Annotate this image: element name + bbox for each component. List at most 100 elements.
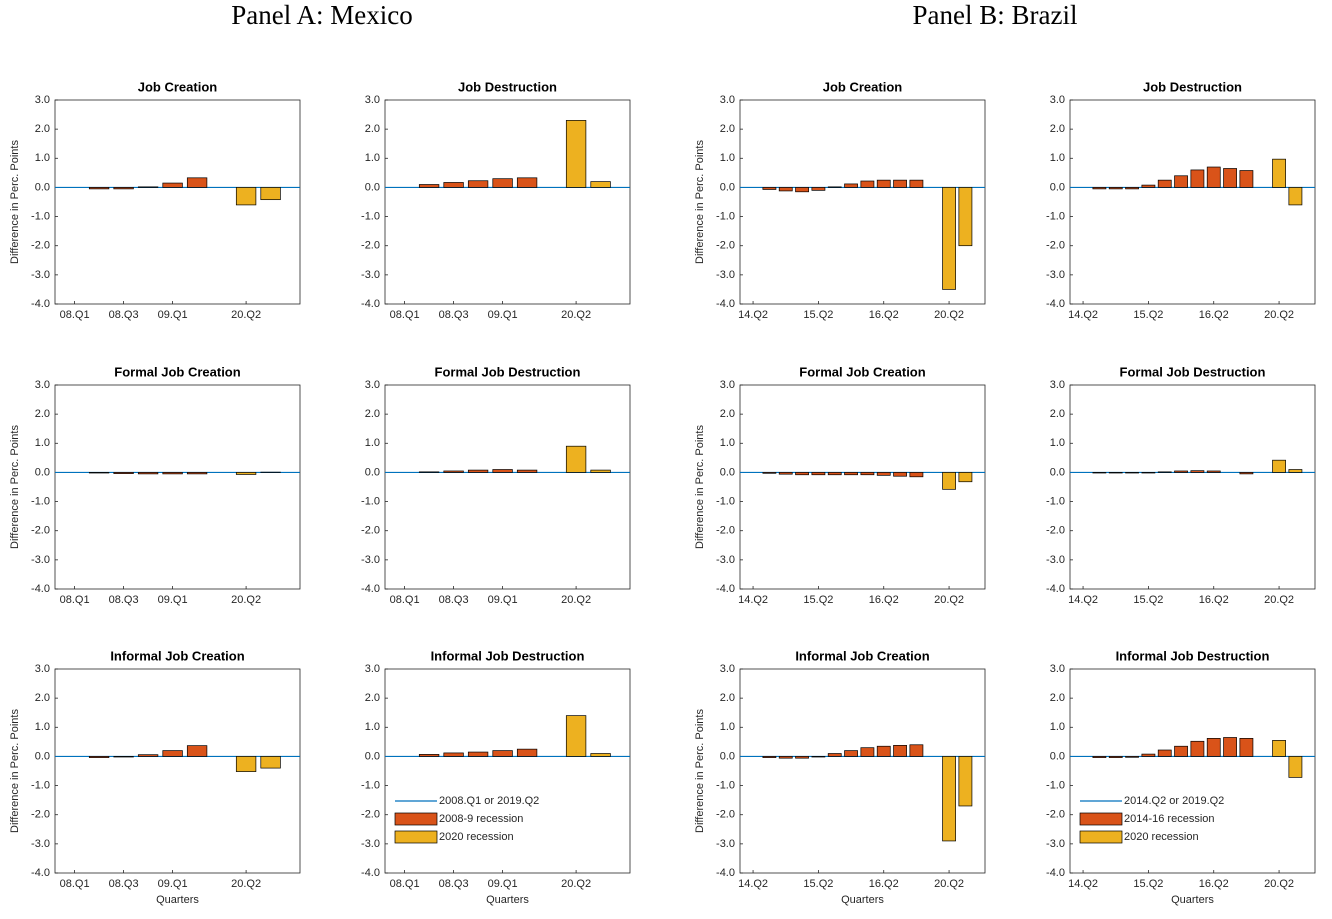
y-tick-label: 3.0 — [720, 94, 735, 106]
bar — [1206, 166, 1221, 188]
y-tick-label: 1.0 — [1050, 152, 1065, 164]
x-tick-label: 20.Q2 — [934, 309, 964, 321]
y-tick-label: -3.0 — [1046, 554, 1065, 566]
x-axis-label: Quarters — [486, 894, 529, 906]
bar — [418, 184, 440, 188]
x-tick-label: 16.Q2 — [1199, 878, 1229, 890]
y-tick-label: 1.0 — [720, 437, 735, 449]
y-tick-label: -4.0 — [1046, 867, 1065, 879]
x-tick-label: 14.Q2 — [738, 878, 768, 890]
y-axis-label: Difference in Perc. Points — [694, 425, 706, 549]
bar — [1223, 737, 1237, 757]
legend-swatch — [394, 812, 438, 826]
x-tick-label: 14.Q2 — [738, 594, 768, 606]
x-tick-label: 08.Q1 — [60, 594, 90, 606]
x-tick-label: 16.Q2 — [869, 309, 899, 321]
bar — [762, 472, 777, 474]
y-tick-label: -2.0 — [361, 809, 380, 821]
bar — [795, 756, 809, 759]
bar — [565, 120, 587, 188]
bar — [260, 187, 281, 201]
bar — [893, 745, 907, 757]
y-tick-label: 2.0 — [35, 692, 50, 704]
bar — [1239, 738, 1254, 757]
bar — [516, 469, 538, 473]
bar — [1157, 179, 1172, 188]
y-axis-label: Difference in Perc. Points — [694, 140, 706, 264]
y-tick-label: 1.0 — [35, 437, 50, 449]
bar — [1239, 472, 1254, 475]
y-axis-label: Difference in Perc. Points — [9, 140, 21, 264]
x-tick-label: 08.Q1 — [60, 878, 90, 890]
y-tick-label: 1.0 — [365, 437, 380, 449]
y-tick-label: 0.0 — [365, 466, 380, 478]
bar — [1206, 738, 1221, 757]
bar — [844, 750, 858, 757]
y-tick-label: -4.0 — [361, 298, 380, 310]
bar — [1125, 187, 1139, 190]
y-tick-label: -2.0 — [361, 525, 380, 537]
y-tick-label: 0.0 — [1050, 181, 1065, 193]
bar — [418, 471, 440, 473]
bar — [1272, 740, 1286, 757]
y-tick-label: -4.0 — [1046, 298, 1065, 310]
bar — [1174, 470, 1188, 473]
y-tick-label: -1.0 — [1046, 495, 1065, 507]
chart-title: Formal Job Creation — [114, 364, 240, 379]
bar — [235, 472, 257, 475]
bar — [162, 750, 183, 757]
axes-box — [1069, 668, 1316, 874]
legend-label: 2014-16 recession — [1124, 813, 1215, 825]
y-tick-label: -3.0 — [716, 838, 735, 850]
x-tick-label: 14.Q2 — [1068, 309, 1098, 321]
x-tick-label: 20.Q2 — [231, 594, 261, 606]
y-tick-label: 3.0 — [35, 379, 50, 391]
x-tick-label: 16.Q2 — [869, 594, 899, 606]
x-tick-label: 14.Q2 — [1068, 878, 1098, 890]
bar — [778, 187, 793, 192]
y-tick-label: 2.0 — [365, 408, 380, 420]
y-tick-label: 0.0 — [35, 750, 50, 762]
x-tick-label: 15.Q2 — [803, 594, 833, 606]
y-tick-label: -3.0 — [31, 269, 50, 281]
y-tick-label: 2.0 — [720, 692, 735, 704]
x-tick-label: 14.Q2 — [738, 309, 768, 321]
y-tick-label: -1.0 — [716, 779, 735, 791]
y-tick-label: 1.0 — [720, 721, 735, 733]
y-tick-label: 2.0 — [720, 408, 735, 420]
bar — [1157, 471, 1172, 473]
bar — [795, 472, 809, 476]
y-tick-label: -4.0 — [31, 867, 50, 879]
y-tick-label: -2.0 — [1046, 525, 1065, 537]
y-tick-label: 1.0 — [720, 152, 735, 164]
y-tick-label: 3.0 — [35, 663, 50, 675]
bar — [827, 186, 842, 188]
y-tick-label: -2.0 — [31, 525, 50, 537]
bar — [1190, 169, 1205, 188]
y-tick-label: -1.0 — [31, 779, 50, 791]
bar — [795, 187, 809, 193]
bar — [1092, 472, 1107, 474]
bar — [565, 715, 587, 757]
bar — [137, 754, 159, 757]
bar — [1174, 745, 1188, 757]
bar — [590, 753, 611, 757]
bar — [1190, 740, 1205, 757]
x-tick-label: 08.Q3 — [109, 594, 139, 606]
y-tick-label: 3.0 — [720, 663, 735, 675]
y-tick-label: -1.0 — [361, 210, 380, 222]
x-tick-label: 08.Q3 — [109, 309, 139, 321]
y-tick-label: 1.0 — [35, 721, 50, 733]
bar — [443, 182, 464, 188]
y-tick-label: -2.0 — [716, 525, 735, 537]
y-tick-label: -2.0 — [31, 240, 50, 252]
x-tick-label: 20.Q2 — [934, 878, 964, 890]
x-tick-label: 15.Q2 — [1133, 309, 1163, 321]
bar — [1125, 756, 1139, 758]
bar — [88, 472, 110, 474]
bar — [860, 472, 875, 476]
bar — [942, 756, 956, 842]
legend-swatch — [1079, 830, 1123, 844]
chart-title: Formal Job Destruction — [1120, 364, 1266, 379]
y-tick-label: -2.0 — [716, 809, 735, 821]
